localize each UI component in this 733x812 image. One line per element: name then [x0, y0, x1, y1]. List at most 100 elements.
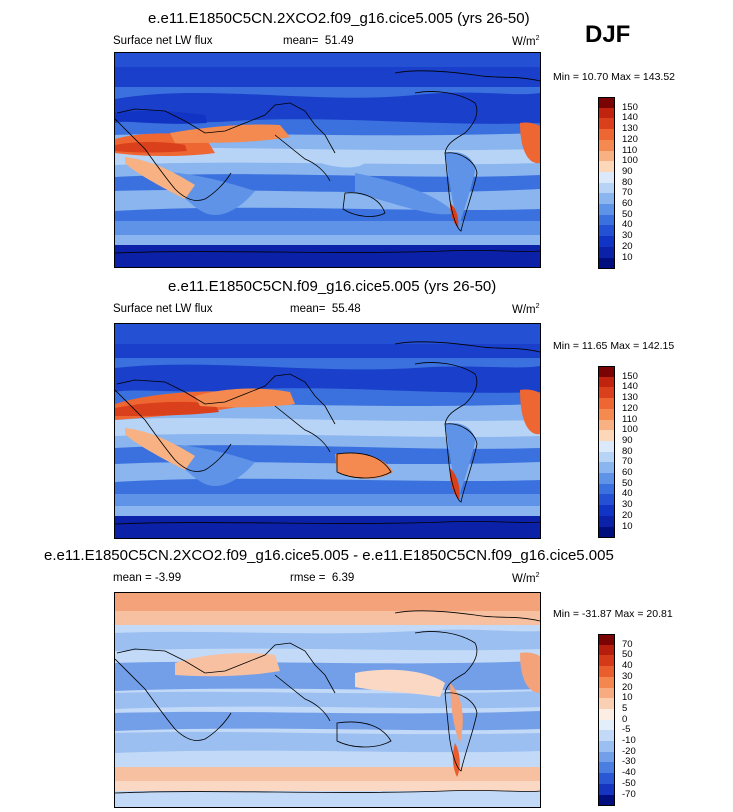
colorbar-tick-label: 30 — [622, 499, 633, 511]
colorbar-tick-label: -30 — [622, 756, 636, 768]
panel1-map-field — [115, 53, 540, 267]
colorbar-tick-label: 30 — [622, 670, 633, 682]
colorbar-swatch — [598, 644, 615, 656]
colorbar-tick-label: 90 — [622, 165, 633, 177]
colorbar-swatch — [598, 515, 615, 527]
colorbar-tick-label: 80 — [622, 176, 633, 188]
colorbar-swatch — [598, 97, 615, 109]
colorbar-swatch — [598, 526, 615, 538]
colorbar-swatch — [598, 698, 615, 710]
panel1-minmax: Min = 10.70 Max = 143.52 — [553, 71, 676, 83]
colorbar-tick-label: -5 — [622, 724, 631, 736]
colorbar-tick-label: 100 — [622, 424, 638, 436]
colorbar-swatch — [598, 473, 615, 485]
colorbar-swatch — [598, 708, 615, 721]
colorbar-swatch — [598, 204, 615, 216]
panel3-rmse-label: rmse = 6.39 — [290, 572, 355, 584]
panel1-map — [114, 52, 541, 268]
panel3-map-field — [115, 593, 540, 807]
panel3-map — [114, 592, 541, 808]
colorbar-tick-label: 110 — [622, 413, 638, 425]
colorbar-tick-label: 150 — [622, 101, 638, 113]
panel1-title: e.e11.E1850C5CN.2XCO2.f09_g16.cice5.005 … — [148, 10, 530, 27]
colorbar-tick-label: 10 — [622, 251, 633, 263]
colorbar-tick-label: 50 — [622, 649, 633, 661]
colorbar-swatch — [598, 676, 615, 688]
colorbar-swatch — [598, 139, 615, 151]
colorbar-swatch — [598, 430, 615, 442]
colorbar-swatch — [598, 107, 615, 119]
colorbar-swatch — [598, 387, 615, 399]
colorbar-swatch — [598, 398, 615, 410]
panel2-units: W/m2 — [512, 303, 540, 316]
colorbar-swatch — [598, 655, 615, 667]
colorbar-tick-label: 70 — [622, 187, 633, 199]
panel3-units: W/m2 — [512, 572, 540, 585]
colorbar-tick-label: 120 — [622, 402, 638, 414]
colorbar-tick-label: 40 — [622, 219, 633, 231]
colorbar-tick-label: 20 — [622, 509, 633, 521]
colorbar-tick-label: -70 — [622, 788, 636, 800]
colorbar-swatch — [598, 687, 615, 699]
colorbar-tick-label: 30 — [622, 230, 633, 242]
colorbar-tick-label: 140 — [622, 381, 638, 393]
colorbar-swatch — [598, 751, 615, 763]
colorbar-tick-label: 90 — [622, 434, 633, 446]
colorbar-swatch — [598, 419, 615, 431]
colorbar-swatch — [598, 161, 615, 173]
colorbar-tick-label: 140 — [622, 112, 638, 124]
colorbar-tick-label: 10 — [622, 692, 633, 704]
colorbar-swatch — [598, 462, 615, 474]
colorbar-swatch — [598, 440, 615, 453]
colorbar-swatch — [598, 257, 615, 269]
colorbar-swatch — [598, 171, 615, 184]
panel2-minmax: Min = 11.65 Max = 142.15 — [553, 340, 675, 352]
colorbar-swatch — [598, 376, 615, 388]
colorbar-tick-label: 80 — [622, 445, 633, 457]
colorbar-swatch — [598, 794, 615, 806]
colorbar-tick-label: 50 — [622, 477, 633, 489]
colorbar-swatch — [598, 214, 615, 226]
colorbar-swatch — [598, 236, 615, 248]
panel3-minmax: Min = -31.87 Max = 20.81 — [553, 608, 673, 620]
colorbar-tick-label: 50 — [622, 208, 633, 220]
colorbar-tick-label: -40 — [622, 767, 636, 779]
colorbar-tick-label: -10 — [622, 735, 636, 746]
colorbar-swatch — [598, 225, 615, 237]
colorbar-tick-label: 70 — [622, 456, 633, 468]
colorbar-swatch — [598, 366, 615, 378]
colorbar-tick-label: -50 — [622, 777, 636, 789]
colorbar-tick-label: 100 — [622, 155, 638, 167]
colorbar-tick-label: 20 — [622, 240, 633, 252]
colorbar-tick-label: -20 — [622, 745, 636, 757]
colorbar-swatch — [598, 118, 615, 130]
colorbar-swatch — [598, 762, 615, 774]
colorbar-swatch — [598, 783, 615, 795]
colorbar-tick-label: 40 — [622, 488, 633, 500]
panel1-units: W/m2 — [512, 35, 540, 48]
colorbar-tick-label: 60 — [622, 198, 633, 209]
colorbar-swatch — [598, 246, 615, 258]
colorbar-tick-label: 10 — [622, 520, 633, 532]
colorbar-tick-label: 110 — [622, 144, 638, 156]
panel1-mean-label: mean= 51.49 — [283, 35, 354, 47]
panel2-variable-label: Surface net LW flux — [113, 303, 213, 315]
colorbar-tick-label: 20 — [622, 681, 633, 693]
panel2-mean-label: mean= 55.48 — [290, 303, 361, 315]
colorbar-swatch — [598, 741, 615, 753]
colorbar-tick-label: 150 — [622, 370, 638, 382]
panel2-map-field — [115, 324, 540, 538]
colorbar-tick-label: 40 — [622, 660, 633, 672]
colorbar-swatch — [598, 634, 615, 646]
colorbar-tick-label: 120 — [622, 133, 638, 145]
colorbar-swatch — [598, 182, 615, 194]
colorbar-tick-label: 60 — [622, 467, 633, 478]
colorbar-swatch — [598, 129, 615, 141]
colorbar-tick-label: 130 — [622, 123, 638, 135]
colorbar-tick-label: 0 — [622, 713, 628, 725]
season-label: DJF — [585, 21, 631, 48]
colorbar-swatch — [598, 494, 615, 506]
panel1-variable-label: Surface net LW flux — [113, 35, 213, 47]
colorbar-swatch — [598, 719, 615, 731]
panel2-map — [114, 323, 541, 539]
